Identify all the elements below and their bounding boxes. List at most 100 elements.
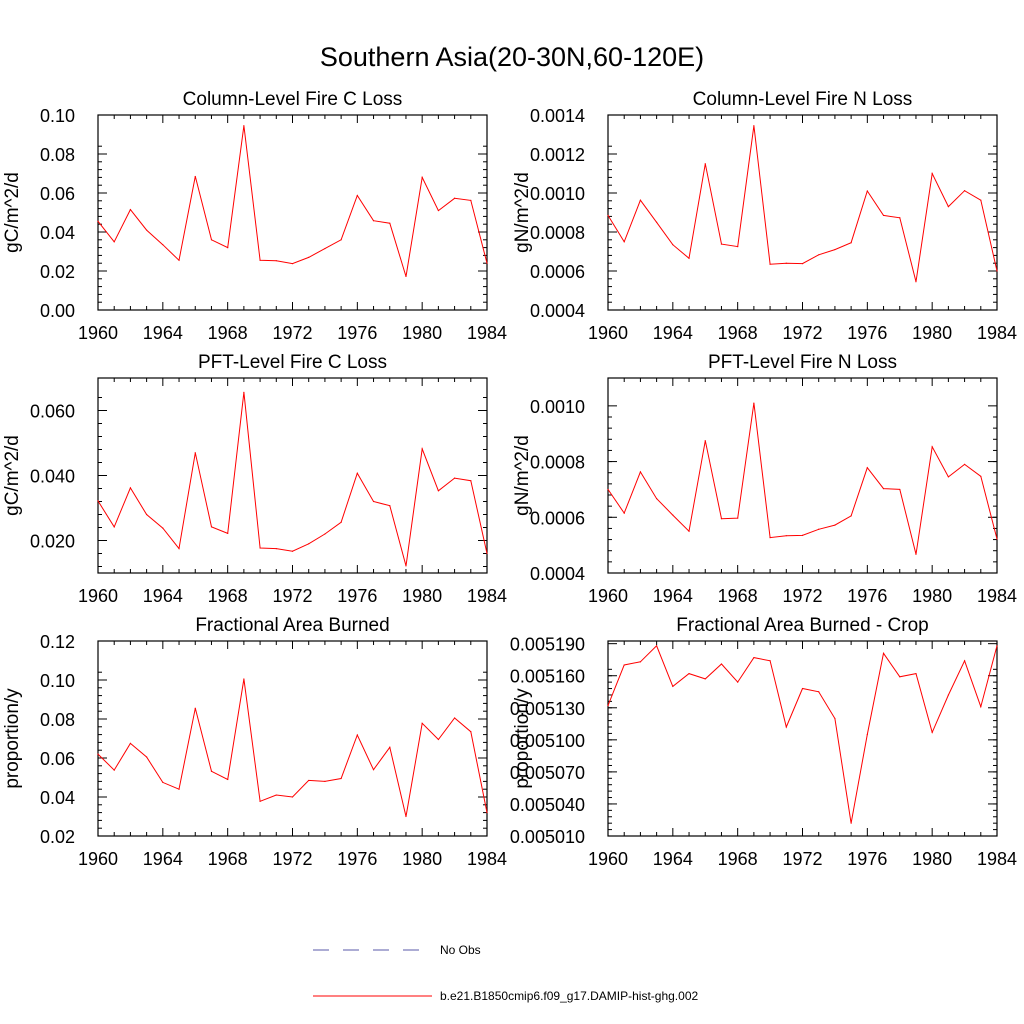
data-point <box>947 476 949 478</box>
data-point <box>996 538 998 540</box>
x-tick-label: 1960 <box>588 586 628 606</box>
chart-panel-5: 1960 1964 1968 1972 1976 1980 1984 0.02 0.04 0.06… <box>2 615 507 869</box>
data-point <box>389 505 391 507</box>
data-point <box>291 550 294 552</box>
data-point <box>129 208 132 211</box>
data-point <box>963 190 966 192</box>
x-tick-label: 1984 <box>467 323 507 343</box>
y-axis-label: proportion/y <box>2 688 23 789</box>
x-tick-label: 1960 <box>78 323 118 343</box>
data-point <box>915 553 917 555</box>
series-line <box>607 125 998 282</box>
data-point <box>146 756 148 758</box>
y-tick-label: 0.060 <box>30 402 75 422</box>
series-line <box>97 125 488 277</box>
data-point <box>882 487 885 490</box>
data-point <box>453 717 456 719</box>
data-point <box>453 477 456 479</box>
y-tick-label: 0.0004 <box>530 301 585 321</box>
data-point <box>259 547 261 549</box>
plot-frame <box>607 114 998 311</box>
x-tick-label: 1960 <box>588 849 628 869</box>
chart-panel-2: 1960 1964 1968 1972 1976 1980 1984 0.0004 0.0006… <box>512 89 1017 343</box>
data-point <box>931 731 933 733</box>
data-point <box>113 241 115 243</box>
x-tick-label: 1968 <box>718 586 758 606</box>
data-point <box>672 514 674 516</box>
x-tick-label: 1972 <box>272 323 312 343</box>
data-point <box>308 256 310 258</box>
data-point <box>210 239 213 241</box>
data-point <box>672 244 674 246</box>
data-point <box>801 687 804 690</box>
data-point <box>356 194 358 197</box>
data-point <box>737 681 739 683</box>
y-tick-label: 0.10 <box>40 671 75 691</box>
x-tick-label: 1980 <box>912 323 952 343</box>
y-tick-label: 0.0010 <box>530 184 585 204</box>
data-point <box>194 707 196 709</box>
data-point <box>834 248 836 251</box>
y-tick-label: 0.005100 <box>510 731 585 751</box>
data-point <box>308 543 310 545</box>
data-point <box>372 220 375 222</box>
data-point <box>259 800 261 802</box>
y-tick-label: 0.0006 <box>530 508 585 528</box>
series-line <box>607 644 998 824</box>
y-axis-label: gN/m^2/d <box>512 435 533 516</box>
data-point <box>178 788 180 790</box>
data-point <box>801 534 804 536</box>
data-point <box>405 565 407 567</box>
x-tick-label: 1984 <box>977 323 1017 343</box>
data-point <box>421 448 423 450</box>
data-point <box>421 176 423 178</box>
data-point <box>178 259 180 261</box>
y-axis-label: gN/m^2/d <box>512 172 533 253</box>
data-point <box>980 199 982 201</box>
data-point <box>607 705 609 707</box>
data-point <box>996 270 998 272</box>
x-tick-label: 1980 <box>912 586 952 606</box>
legend-label-2: b.e21.B1850cmip6.f09_g17.DAMIP-hist-ghg.… <box>440 989 698 1003</box>
data-point <box>737 246 739 248</box>
data-point <box>210 526 213 528</box>
data-point <box>769 537 771 539</box>
data-point <box>720 518 723 520</box>
data-point <box>931 172 933 175</box>
y-tick-label: 0.020 <box>30 532 75 552</box>
data-point <box>720 663 723 665</box>
x-tick-label: 1976 <box>847 849 887 869</box>
x-tick-label: 1964 <box>653 323 693 343</box>
chart-panel-3: 1960 1964 1968 1972 1976 1980 1984 0.020 0.040 0.… <box>2 352 507 606</box>
x-tick-label: 1968 <box>208 849 248 869</box>
y-tick-label: 0.02 <box>40 262 75 282</box>
x-tick-label: 1984 <box>977 586 1017 606</box>
y-tick-label: 0.10 <box>40 106 75 126</box>
data-point <box>275 548 277 550</box>
y-tick-label: 0.0008 <box>530 223 585 243</box>
data-point <box>470 731 472 733</box>
data-point <box>818 691 820 693</box>
y-tick-label: 0.040 <box>30 467 75 487</box>
plot-frame <box>97 640 488 837</box>
y-tick-label: 0.0010 <box>530 397 585 417</box>
data-point <box>437 209 439 212</box>
data-point <box>931 446 933 448</box>
data-point <box>769 660 771 662</box>
data-point <box>996 645 998 647</box>
y-tick-label: 0.04 <box>40 788 75 808</box>
data-point <box>486 812 488 814</box>
y-tick-label: 0.0006 <box>530 262 585 282</box>
data-point <box>275 794 277 796</box>
x-tick-label: 1976 <box>337 849 377 869</box>
x-tick-label: 1980 <box>402 323 442 343</box>
data-point <box>963 660 966 662</box>
x-tick-label: 1972 <box>272 586 312 606</box>
data-point <box>963 463 966 465</box>
data-point <box>437 738 439 741</box>
data-point <box>356 472 358 474</box>
y-tick-label: 0.00 <box>40 301 75 321</box>
chart-panel-1: 1960 1964 1968 1972 1976 1980 1984 0.00 0.02 0.04… <box>2 89 507 343</box>
data-point <box>866 190 868 192</box>
data-point <box>453 197 456 199</box>
